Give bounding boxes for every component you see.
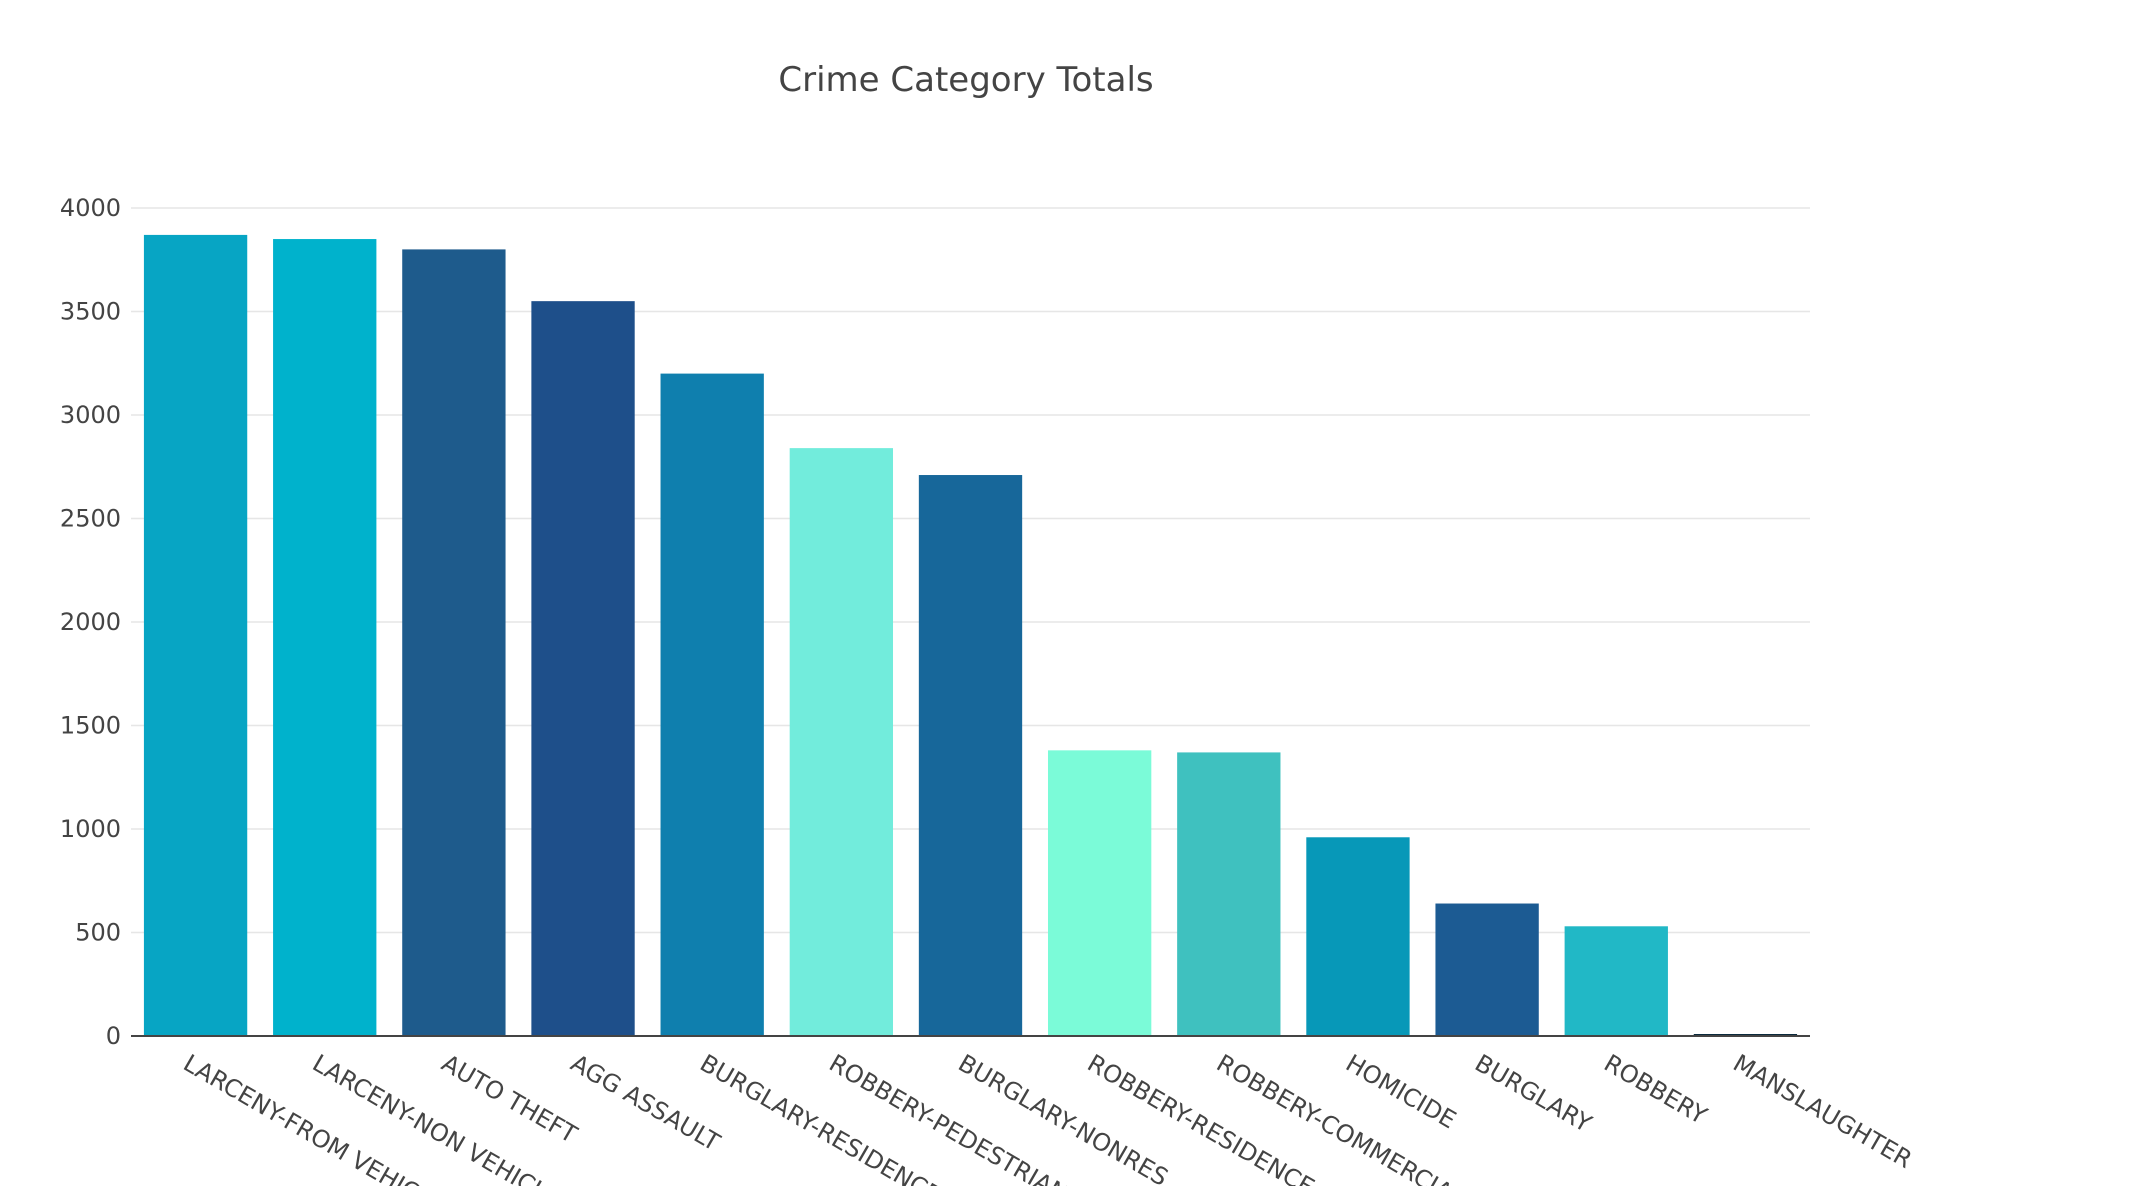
bar[interactable]	[789, 448, 894, 1036]
bar[interactable]	[918, 475, 1023, 1036]
x-tick-label: HOMICIDE	[1341, 1049, 1461, 1134]
bar[interactable]	[143, 234, 248, 1036]
y-tick-label: 1000	[60, 815, 121, 843]
bar[interactable]	[1564, 926, 1668, 1036]
bars	[143, 234, 1798, 1037]
bar[interactable]	[1435, 903, 1539, 1036]
x-tick-label: MANSLAUGHTER	[1728, 1049, 1916, 1174]
y-tick-label: 3000	[60, 401, 121, 429]
bar[interactable]	[531, 301, 635, 1036]
bar[interactable]	[660, 373, 764, 1037]
y-tick-label: 2000	[60, 608, 121, 636]
bar[interactable]	[273, 239, 377, 1037]
y-tick-label: 0	[106, 1022, 121, 1050]
y-tick-label: 1500	[60, 712, 121, 740]
chart-title: Crime Category Totals	[778, 60, 1153, 100]
bar[interactable]	[1306, 837, 1410, 1036]
x-tick-label: BURGLARY	[1470, 1049, 1596, 1138]
x-tick-label: ROBBERY	[1599, 1049, 1712, 1130]
y-tick-label: 2500	[60, 505, 121, 533]
y-tick-label: 4000	[60, 194, 121, 222]
y-tick-label: 500	[75, 919, 121, 947]
y-tick-label: 3500	[60, 298, 121, 326]
bar[interactable]	[402, 249, 506, 1036]
y-axis-ticks: 0 500 1000 1500 2000 2500 3000 3500 4000	[60, 194, 121, 1050]
bar[interactable]	[1047, 750, 1152, 1036]
bar[interactable]	[1177, 752, 1281, 1036]
